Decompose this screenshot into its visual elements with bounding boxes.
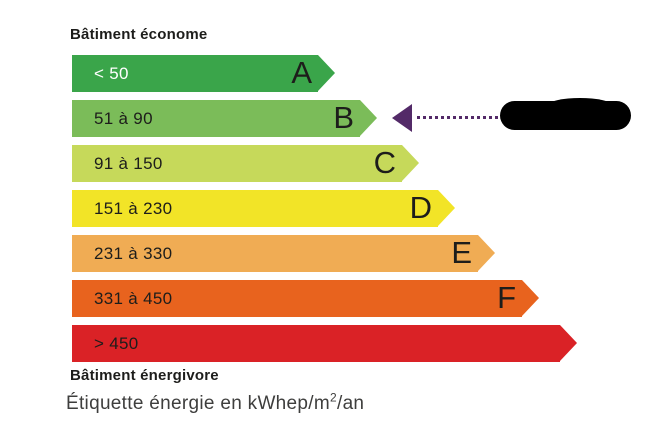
marker-arrow-icon: [392, 104, 412, 132]
energy-class-bar-d: 151 à 230 D: [72, 190, 438, 227]
bar-arrow-tip: [522, 280, 539, 316]
energy-range-label: 231 à 330: [94, 243, 173, 263]
energy-class-bar-a: < 50 A: [72, 55, 318, 92]
energy-range-label: 51 à 90: [94, 108, 153, 128]
economical-building-label: Bâtiment économe: [70, 26, 208, 43]
caption-prefix: Étiquette énergie en kWhep/m: [66, 393, 330, 414]
energy-class-bar-e: 231 à 330 E: [72, 235, 478, 272]
energy-range-label: 91 à 150: [94, 153, 163, 173]
energy-class-bar-c: 91 à 150 C: [72, 145, 402, 182]
energy-intensive-building-label: Bâtiment énergivore: [70, 367, 219, 384]
bar-arrow-tip: [360, 100, 377, 136]
energy-range-label: 151 à 230: [94, 198, 173, 218]
energy-class-row-d: 151 à 230 D: [72, 190, 455, 227]
bar-arrow-tip: [560, 325, 577, 361]
energy-class-row-b: 51 à 90 B: [72, 100, 377, 137]
bar-arrow-tip: [318, 55, 335, 91]
caption-suffix: /an: [336, 393, 365, 414]
energy-range-label: > 450: [94, 333, 139, 353]
energy-class-row-f: 331 à 450 F: [72, 280, 539, 317]
energy-class-row-a: < 50 A: [72, 55, 335, 92]
energy-label-caption: Étiquette énergie en kWhep/m2/an: [66, 390, 365, 415]
bar-arrow-tip: [478, 235, 495, 271]
caption-superscript: 2: [330, 390, 337, 405]
marker-dotted-line: [417, 116, 498, 119]
bar-arrow-tip: [402, 145, 419, 181]
energy-class-letter: F: [497, 280, 516, 315]
energy-range-label: 331 à 450: [94, 288, 173, 308]
redacted-value-blob: [500, 98, 631, 130]
energy-class-row-e: 231 à 330 E: [72, 235, 495, 272]
energy-class-letter: C: [373, 145, 396, 180]
bar-arrow-tip: [438, 190, 455, 226]
energy-class-letter: D: [409, 190, 432, 225]
energy-class-bar-f: 331 à 450 F: [72, 280, 522, 317]
energy-range-label: < 50: [94, 63, 129, 83]
energy-class-row-g: > 450: [72, 325, 577, 362]
energy-class-letter: A: [291, 55, 312, 90]
energy-class-bar-b: 51 à 90 B: [72, 100, 360, 137]
energy-class-bar-g: > 450: [72, 325, 560, 362]
energy-class-letter: B: [333, 100, 354, 135]
energy-class-row-c: 91 à 150 C: [72, 145, 419, 182]
energy-class-letter: E: [451, 235, 472, 270]
